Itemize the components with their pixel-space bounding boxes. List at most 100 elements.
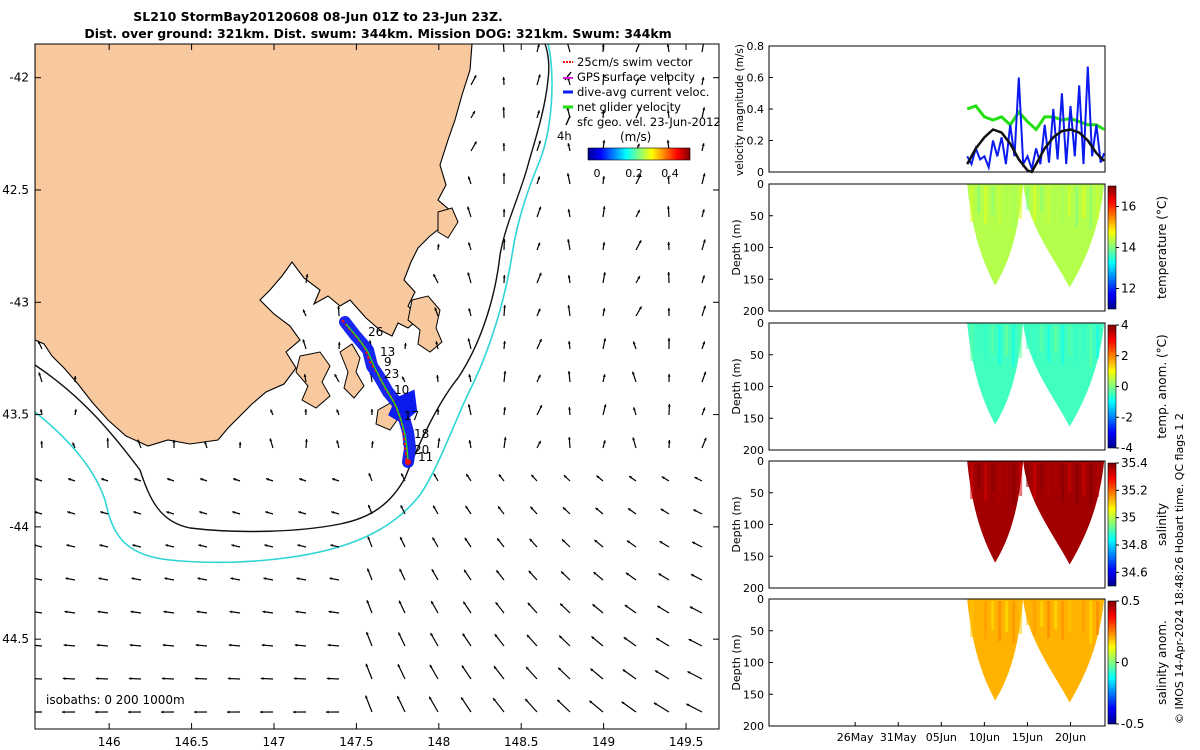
sfc-geo-arrowhead-282	[661, 476, 665, 480]
sfc-geo-arrow-142	[429, 664, 439, 680]
section-ytick-label-salinity-2: 100	[743, 519, 764, 532]
sfc-geo-arrowhead-25	[100, 511, 104, 514]
section-cbtick-label-temperature-0: 16	[1121, 200, 1136, 214]
sfc-geo-arrowhead-91	[292, 710, 296, 714]
section-texture-temp_anom-5	[1005, 325, 1009, 356]
section-texture-sal_anom-11	[1047, 601, 1051, 638]
sfc-geo-arrowhead-250	[638, 107, 641, 111]
sfc-geo-arrowhead-84	[299, 478, 303, 481]
sfc-geo-arrowhead-196	[539, 405, 542, 409]
sfc-geo-arrowhead-50	[204, 441, 207, 445]
sfc-geo-arrowhead-107	[370, 409, 374, 412]
section-texture-sal_anom-7	[1019, 601, 1023, 634]
sfc-geo-arrow-247	[588, 700, 604, 713]
sfc-geo-arrowhead-260	[632, 437, 636, 441]
section-ytick-label-temperature-2: 100	[743, 242, 764, 255]
sfc-geo-arrowhead-80	[302, 339, 306, 343]
time-xtick-label-3: 10Jun	[969, 731, 1000, 744]
sfc-geo-arrowhead-304	[693, 509, 697, 513]
map-colorbar-tick-1: 0.2	[625, 167, 643, 180]
section-fill-temperature-dive-0	[967, 184, 1024, 286]
sfc-geo-arrowhead-265	[624, 605, 628, 608]
sfc-geo-arrowhead-82	[304, 409, 308, 412]
section-texture-salinity-2	[984, 463, 988, 501]
section-cbtick-label-temperature-1: 14	[1121, 241, 1136, 255]
sfc-geo-arrow-163	[460, 696, 472, 713]
section-colorbar-salinity	[1107, 462, 1117, 587]
sfc-geo-arrowhead-57	[194, 677, 198, 681]
sfc-geo-arrowhead-184	[493, 698, 496, 702]
section-texture-temperature-18	[1096, 186, 1100, 220]
day-label-6: 17	[404, 409, 419, 423]
sfc-geo-arrowhead-240	[596, 475, 600, 479]
sfc-geo-arrow-225	[557, 667, 571, 680]
map-legend: 25cm/s swim vector GPS surface velocity …	[557, 55, 721, 180]
sfc-geo-arrowhead-257	[632, 341, 636, 345]
sfc-geo-arrow-226	[556, 699, 571, 713]
sfc-geo-arrowhead-73	[263, 577, 267, 581]
sfc-geo-arrowhead-229	[602, 110, 605, 113]
sfc-geo-arrowhead-93	[337, 342, 341, 345]
section-texture-sal_anom-12	[1054, 601, 1058, 629]
sfc-geo-arrowhead-193	[537, 308, 541, 312]
sfc-geo-arrowhead-20	[63, 643, 67, 647]
section-texture-temperature-1	[977, 186, 981, 213]
map-ytick-label-4: -44	[9, 520, 29, 534]
section-texture-temp_anom-9	[1033, 325, 1037, 360]
section-texture-sal_anom-3	[991, 601, 995, 630]
sfc-geo-arrowhead-174	[503, 371, 507, 374]
sfc-geo-arrowhead-222	[561, 571, 564, 575]
sfc-geo-arrow-116	[364, 695, 373, 713]
sfc-geo-arrowhead-144	[473, 75, 477, 79]
sfc-geo-arrowhead-102	[327, 643, 331, 647]
section-texture-temp_anom-1	[977, 325, 981, 352]
velocity-ytick-label-1: 0.2	[747, 135, 765, 148]
sfc-geo-arrowhead-221	[561, 539, 565, 543]
sfc-geo-arrowhead-173	[503, 341, 506, 344]
velocity-ytick-label-4: 0.8	[747, 40, 765, 53]
section-cbtick-label-temp_anom-0: 4	[1121, 318, 1129, 332]
legend-4h-label: 4h	[557, 129, 572, 143]
sfc-geo-arrowhead-41	[172, 440, 176, 443]
sfc-geo-arrowhead-284	[659, 541, 663, 544]
section-cblabel-sal_anom: salinity anom.	[1155, 620, 1169, 705]
sfc-geo-arrowhead-267	[622, 669, 626, 673]
land-maria-island	[437, 207, 459, 239]
sfc-geo-arrowhead-271	[666, 110, 670, 113]
sfc-geo-arrowhead-245	[591, 636, 595, 640]
sfc-geo-arrowhead-118	[402, 376, 405, 380]
isobath-200m	[35, 44, 550, 533]
section-texture-salinity-11	[1047, 463, 1051, 500]
sfc-geo-arrowhead-123	[400, 537, 403, 541]
sfc-geo-arrowhead-13	[74, 409, 78, 412]
section-texture-sal_anom-16	[1082, 601, 1086, 633]
sfc-geo-arrowhead-162	[461, 665, 465, 669]
sfc-geo-arrowhead-219	[563, 475, 567, 479]
section-cbtick-label-sal_anom-1: 0	[1121, 656, 1129, 670]
sfc-geo-arrowhead-241	[595, 507, 599, 511]
sfc-geo-arrowhead-262	[628, 508, 632, 512]
sfc-geo-arrowhead-201	[528, 570, 532, 574]
sfc-geo-arrowhead-234	[603, 272, 606, 276]
sfc-geo-arrow-289	[653, 702, 670, 713]
sfc-geo-arrowhead-19	[64, 610, 68, 614]
map-colorbar	[587, 147, 691, 161]
sfc-geo-arrowhead-87	[296, 577, 300, 581]
sfc-geo-arrowhead-310	[686, 703, 690, 707]
section-texture-temperature-7	[1019, 186, 1023, 219]
sfc-geo-arrowhead-4	[35, 478, 39, 481]
section-texture-temperature-3	[991, 186, 995, 215]
section-ytick-label-temp_anom-0: 0	[757, 317, 764, 330]
sfc-geo-arrowhead-62	[231, 544, 235, 547]
sfc-geo-arrowhead-291	[701, 77, 705, 81]
map-xtick-label-3: 147.5	[339, 735, 373, 749]
sfc-geo-arrowhead-293	[701, 143, 705, 147]
section-colorbar-sal_anom	[1107, 600, 1117, 725]
sfc-geo-arrowhead-185	[536, 44, 540, 48]
velocity-y-axis: 0 0.2 0.4 0.6 0.8	[747, 40, 773, 179]
sfc-geo-arrowhead-108	[371, 441, 374, 444]
sfc-geo-arrowhead-192	[538, 272, 542, 276]
sfc-geo-arrowhead-255	[637, 276, 640, 280]
sfc-geo-arrowhead-269	[666, 44, 670, 47]
section-texture-temperature-15	[1075, 186, 1079, 227]
